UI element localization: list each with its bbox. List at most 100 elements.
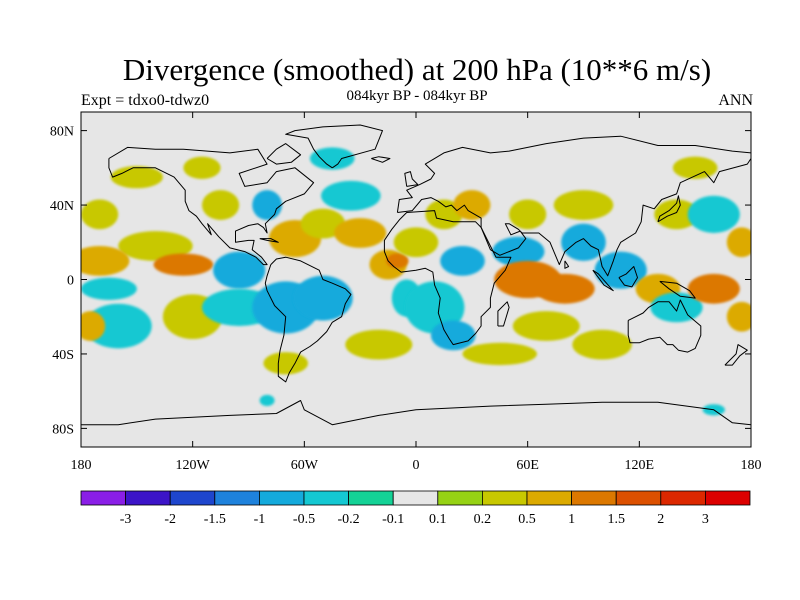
divergence-region	[345, 329, 413, 360]
y-tick-label: 80N	[50, 125, 74, 140]
divergence-region	[309, 147, 355, 170]
divergence-region	[252, 190, 282, 220]
axis-ticks: 80N 40N 0 40S 80S 180 120W 60W 0 60E 120E 180	[50, 112, 762, 473]
coastline-uk	[404, 171, 419, 187]
divergence-region	[404, 281, 465, 334]
divergence-region	[462, 342, 537, 366]
colorbar-swatch	[481, 490, 528, 506]
colorbar-swatch	[303, 490, 349, 506]
colorbar-label: 2	[657, 512, 664, 527]
colorbar-label: -0.2	[338, 512, 360, 527]
colorbar-swatch	[258, 490, 305, 506]
colorbar-label: -1	[254, 512, 266, 527]
divergence-region	[263, 352, 309, 375]
divergence-region	[440, 246, 485, 276]
coastline-japan	[657, 195, 681, 223]
divergence-region	[81, 277, 137, 300]
divergence-region	[453, 190, 491, 220]
divergence-region	[386, 253, 409, 269]
colorbar-swatch	[169, 490, 216, 506]
divergence-region	[110, 165, 163, 189]
divergence-region	[81, 199, 119, 230]
divergence-region	[201, 190, 240, 220]
y-tick-label: 0	[67, 274, 74, 289]
x-tick-label: 0	[413, 458, 420, 473]
divergence-region	[321, 180, 381, 211]
divergence-region	[509, 199, 547, 230]
divergence-region	[650, 292, 703, 323]
divergence-region	[153, 253, 214, 276]
map-title: Divergence (smoothed) at 200 hPa (10**6 …	[122, 52, 712, 87]
coastline-new-zealand	[724, 344, 748, 366]
coastline-south-america	[264, 256, 352, 383]
divergence-region	[553, 190, 614, 220]
colorbar-label: 0.1	[429, 512, 447, 527]
colorbar-label: -1.5	[204, 512, 226, 527]
divergence-region	[183, 156, 221, 179]
colorbar-swatch	[660, 490, 706, 506]
divergence-region	[492, 236, 545, 267]
x-tick-label: 180	[71, 458, 92, 473]
coastline-eurasia	[396, 135, 751, 277]
coastline-antarctica	[81, 400, 751, 426]
divergence-region	[81, 246, 130, 276]
divergence-region	[300, 208, 346, 239]
experiment-label: Expt = tdxo0-tdwz0	[81, 92, 210, 109]
colorbar-label: -3	[120, 512, 132, 527]
x-tick-label: 60W	[291, 458, 319, 473]
divergence-region	[259, 394, 275, 407]
coastline-iceland	[371, 156, 391, 163]
colorbar-label: 1.5	[607, 512, 625, 527]
x-tick-label: 60E	[516, 458, 539, 473]
colorbar-swatch	[392, 490, 439, 506]
colorbar-label: -0.1	[382, 512, 404, 527]
coastline-sumatra	[592, 269, 614, 292]
divergence-region	[594, 251, 647, 289]
colorbar-swatch	[526, 490, 572, 506]
divergence-region	[213, 251, 266, 289]
colorbar-label: 0.2	[474, 512, 492, 527]
colorbar: -3 -2 -1.5 -1 -0.5 -0.2 -0.1 0.1 0.2 0.5 1 1.5 2 3	[80, 490, 751, 527]
coastline-africa	[383, 210, 512, 346]
coastline-madagascar	[497, 301, 510, 327]
divergence-region	[654, 199, 699, 230]
colorbar-swatch	[571, 490, 617, 506]
y-tick-label: 40S	[52, 348, 74, 363]
x-tick-label: 120E	[625, 458, 655, 473]
colorbar-swatch	[705, 490, 751, 506]
coastline-new-guinea	[659, 280, 696, 299]
divergence-region	[393, 227, 439, 258]
coastline-australia	[627, 299, 702, 353]
coastline-sri-lanka	[564, 260, 570, 269]
divergence-region	[81, 311, 106, 341]
colorbar-swatch	[80, 490, 126, 506]
divergence-region	[687, 195, 740, 233]
colorbar-label: 3	[702, 512, 709, 527]
coastline-cuba	[259, 238, 279, 243]
coastline-greenland	[285, 124, 383, 169]
colorbar-swatch	[214, 490, 260, 506]
colorbar-swatch	[348, 490, 394, 506]
season-label: ANN	[718, 92, 753, 109]
divergence-region	[430, 320, 476, 351]
divergence-field	[81, 147, 751, 416]
divergence-region	[512, 311, 580, 341]
colorbar-label: -0.5	[293, 512, 315, 527]
x-tick-label: 120W	[176, 458, 211, 473]
colorbar-swatch	[437, 490, 483, 506]
x-tick-label: 180	[741, 458, 762, 473]
colorbar-label: -2	[164, 512, 176, 527]
map-subtitle: 084kyr BP - 084kyr BP	[346, 88, 488, 104]
divergence-region	[118, 231, 193, 261]
colorbar-swatch	[615, 490, 662, 506]
divergence-region	[535, 273, 595, 304]
coastline-north-america	[108, 146, 315, 266]
divergence-region	[687, 273, 740, 304]
coastline-baffin	[266, 143, 302, 165]
divergence-region	[84, 303, 152, 349]
y-tick-label: 80S	[52, 422, 74, 437]
coastline-borneo	[618, 266, 638, 288]
divergence-region	[726, 301, 751, 332]
divergence-region	[334, 218, 387, 248]
